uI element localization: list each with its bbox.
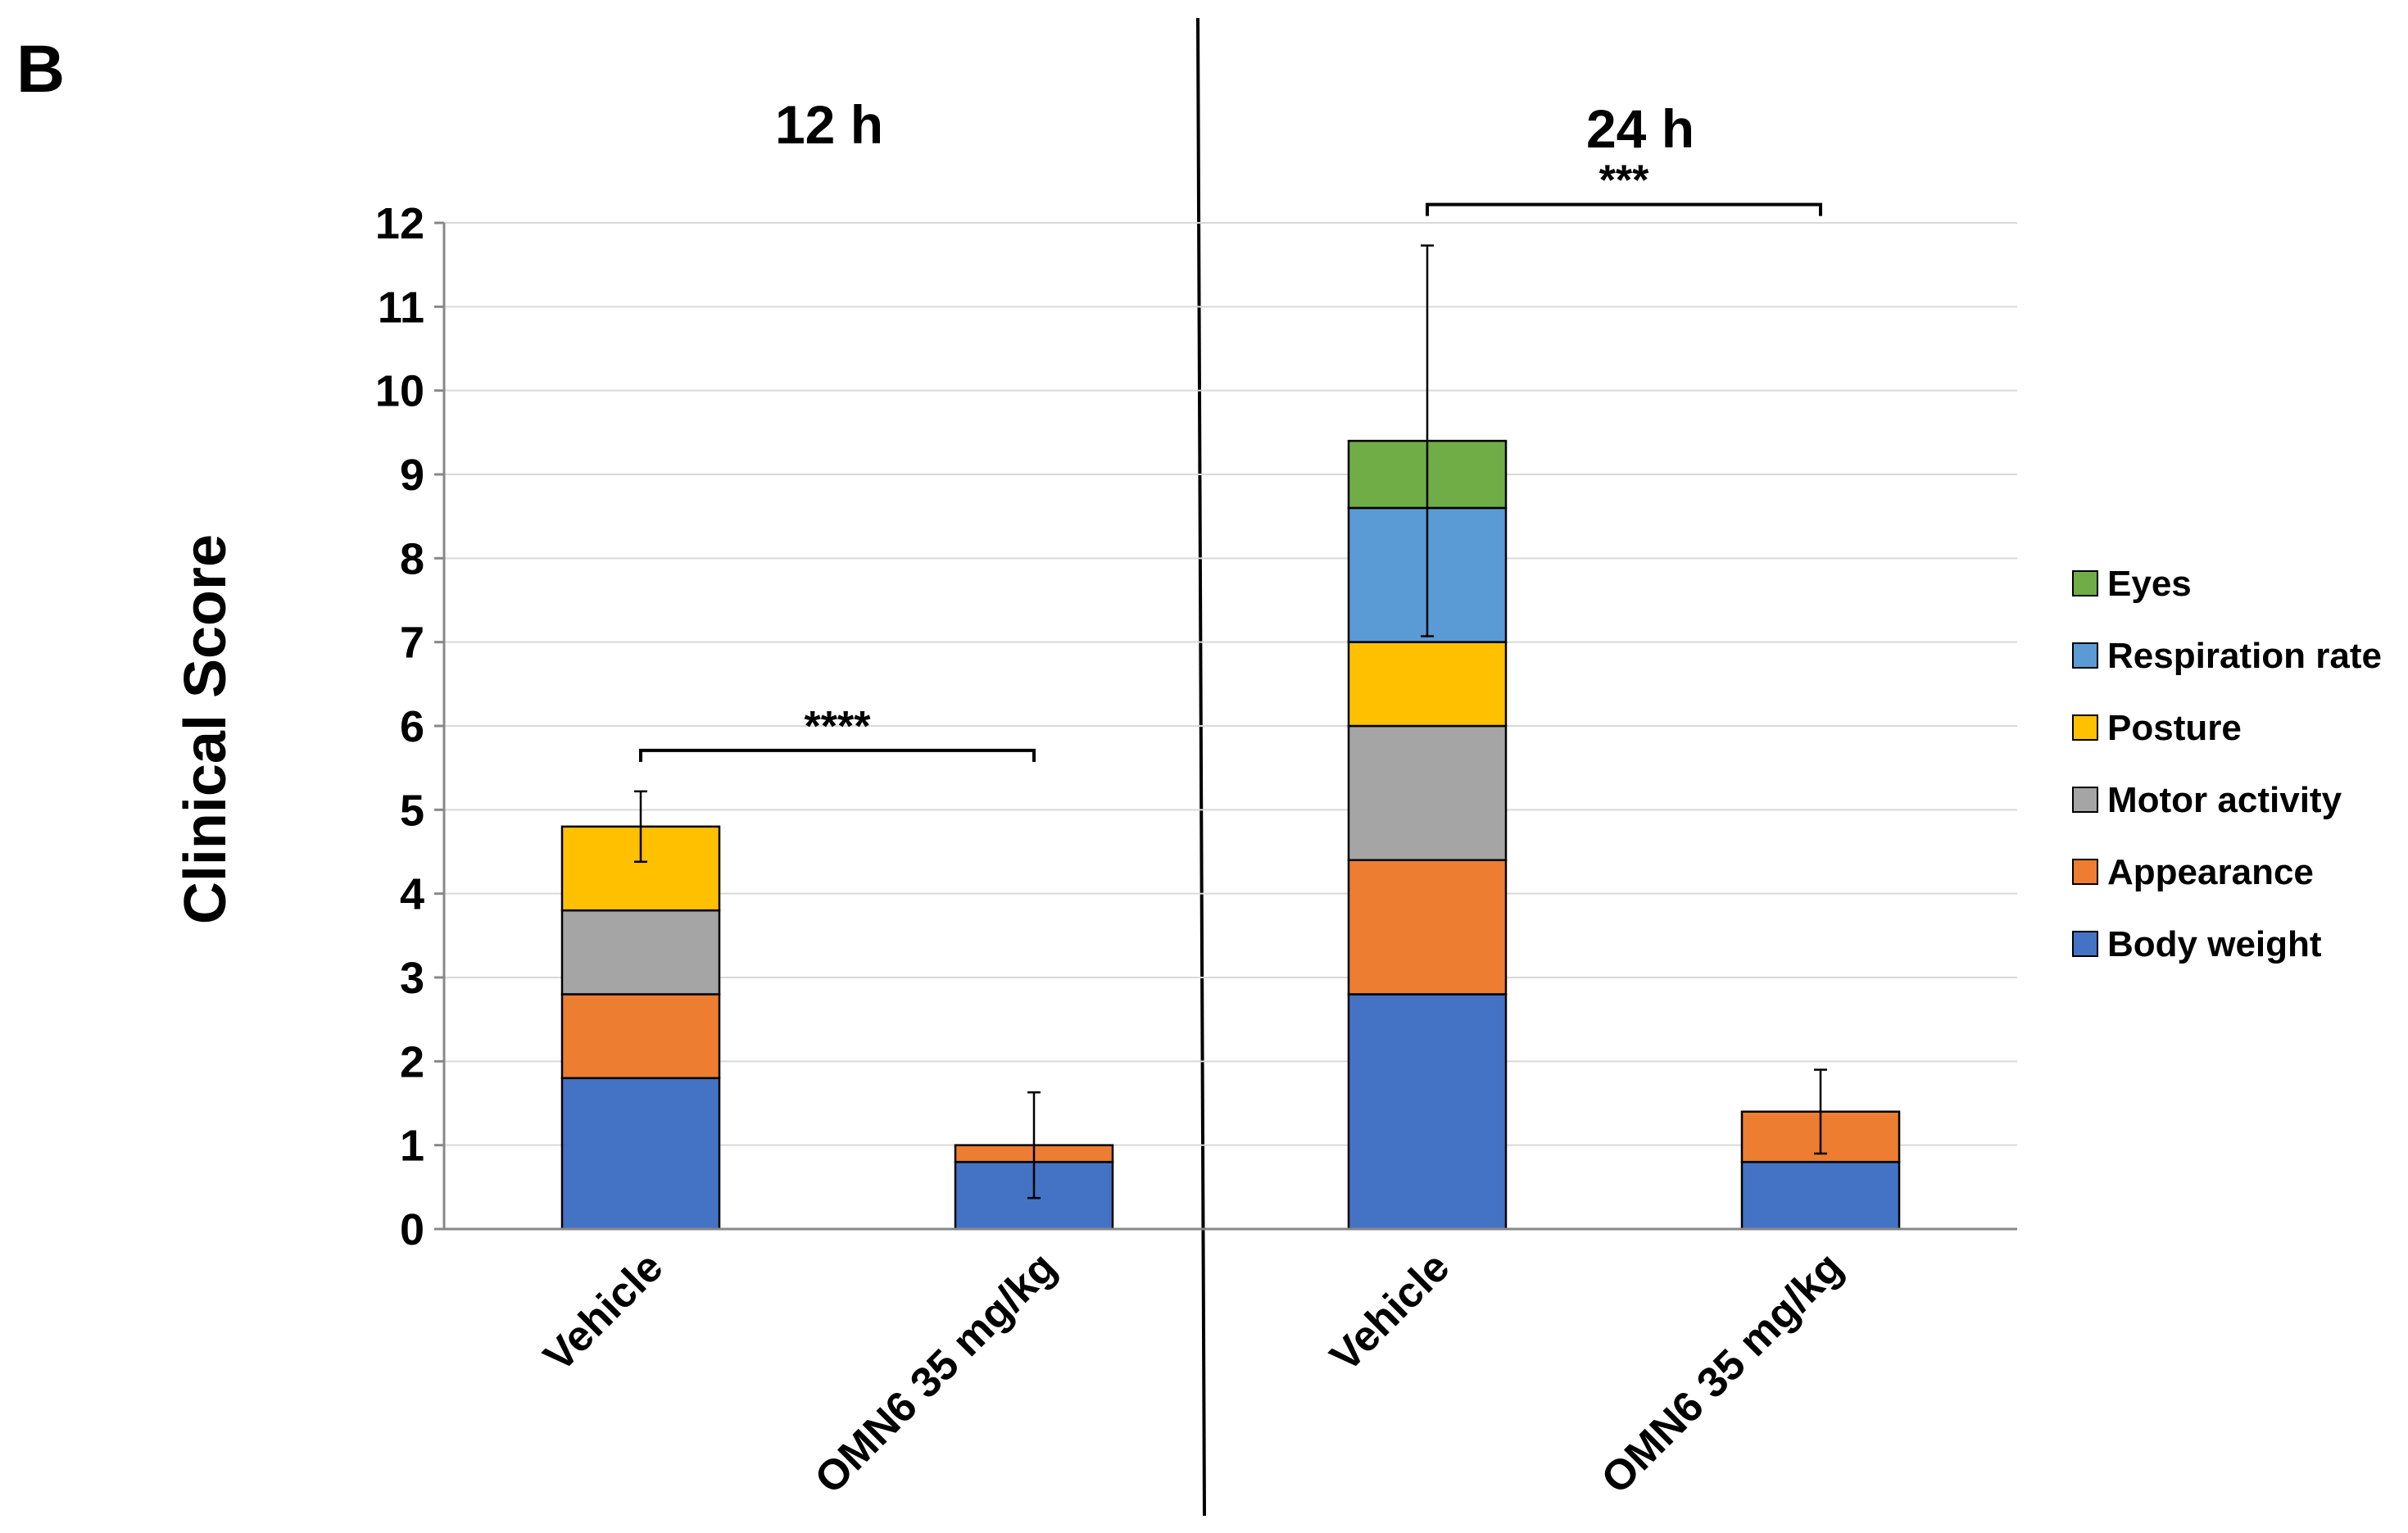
bar-segment-posture [1347, 641, 1508, 728]
legend-label: Appearance [2107, 852, 2314, 892]
y-tick-label: 3 [400, 954, 424, 1003]
bar-segment-motor-activity [1347, 724, 1508, 861]
x-tick-label: OMN6 35 mg/kg [1593, 1243, 1852, 1503]
y-tick-label: 0 [400, 1205, 424, 1254]
y-tick-label: 7 [400, 619, 424, 668]
legend-swatch [2072, 570, 2098, 596]
y-tick-label: 2 [400, 1037, 424, 1086]
y-tick-label: 8 [400, 534, 424, 583]
legend-swatch [2072, 714, 2098, 741]
significance-bracket [639, 748, 1036, 762]
y-tick-label: 12 [375, 199, 424, 248]
significance-brackets: ******* [639, 157, 1822, 762]
bar-segment-motor-activity [560, 909, 721, 996]
y-tick-label: 1 [400, 1122, 424, 1171]
bar-segment-body-weight [560, 1077, 721, 1231]
legend-swatch [2072, 859, 2098, 885]
legend-swatch [2072, 787, 2098, 813]
group-title: 24 h [1586, 98, 1694, 159]
bars [560, 439, 1901, 1231]
bar-segment-appearance [1347, 859, 1508, 996]
bar-segment-body-weight [1740, 1160, 1901, 1231]
bar-segment-appearance [560, 993, 721, 1080]
group-titles: 12 h 24 h [775, 94, 1694, 159]
error-bars [634, 244, 1827, 1200]
legend-label: Posture [2107, 708, 2242, 748]
legend-label: Respiration rate [2107, 636, 2382, 676]
x-tick-label: OMN6 35 mg/kg [806, 1243, 1066, 1503]
legend-swatch [2072, 931, 2098, 957]
panel-label: B [16, 32, 65, 107]
y-tick-label: 4 [400, 870, 424, 919]
x-axis-labels: Vehicle OMN6 35 mg/kg Vehicle OMN6 35 mg/kg [535, 1243, 1852, 1503]
x-tick-label: Vehicle [1322, 1243, 1459, 1381]
x-tick-label: Vehicle [535, 1243, 673, 1381]
significance-label: *** [1599, 157, 1649, 205]
y-tick-label: 10 [375, 367, 424, 416]
legend-label: Body weight [2107, 924, 2322, 964]
group-title: 12 h [775, 94, 883, 155]
legend-swatch [2072, 642, 2098, 669]
legend-label: Eyes [2107, 564, 2192, 604]
legend: Eyes Respiration rate Posture Motor activit… [2072, 564, 2382, 964]
legend-label: Motor activity [2107, 780, 2342, 820]
bar-segment-body-weight [1347, 993, 1508, 1231]
panel-divider [1196, 17, 1206, 1517]
y-tick-label: 5 [400, 786, 424, 835]
y-axis-label: Clinical Score [173, 534, 238, 924]
significance-bracket [1426, 202, 1822, 216]
y-tick-label: 6 [400, 702, 424, 751]
y-tick-label: 11 [378, 283, 424, 332]
y-tick-label: 9 [400, 451, 424, 500]
significance-label: **** [805, 703, 872, 751]
